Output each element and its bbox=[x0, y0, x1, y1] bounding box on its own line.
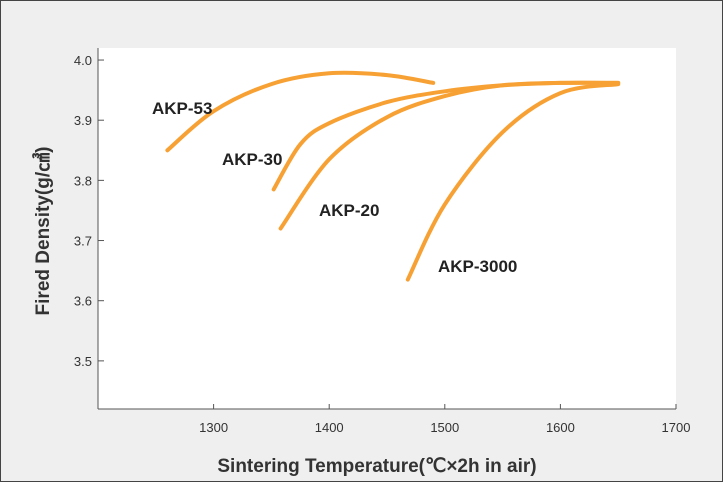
y-tick-label: 3.8 bbox=[74, 173, 92, 188]
series-label-akp-30: AKP-30 bbox=[222, 150, 282, 169]
y-ticks: 3.5 3.6 3.7 3.8 3.9 4.0 bbox=[74, 53, 104, 369]
x-ticks: 1300 1400 1500 1600 1700 bbox=[199, 404, 690, 435]
series-line-akp-3000 bbox=[405, 82, 621, 282]
plot-area bbox=[98, 48, 676, 409]
y-axis-title: Fired Density(g/㎤) bbox=[31, 147, 54, 316]
x-tick-label: 1700 bbox=[662, 420, 691, 435]
series-label-akp-20: AKP-20 bbox=[319, 201, 379, 220]
y-tick-label: 3.7 bbox=[74, 234, 92, 249]
x-axis-title: Sintering Temperature(℃×2h in air) bbox=[217, 456, 536, 477]
x-tick-label: 1300 bbox=[199, 420, 228, 435]
y-tick-label: 3.6 bbox=[74, 294, 92, 309]
series-line-akp-20 bbox=[278, 80, 621, 231]
series-label-akp-3000: AKP-3000 bbox=[438, 257, 517, 276]
y-tick-label: 4.0 bbox=[74, 53, 92, 68]
y-tick-label: 3.9 bbox=[74, 113, 92, 128]
series-label-akp-53: AKP-53 bbox=[152, 99, 212, 118]
y-tick-label: 3.5 bbox=[74, 354, 92, 369]
x-tick-label: 1500 bbox=[430, 420, 459, 435]
x-tick-label: 1400 bbox=[315, 420, 344, 435]
series-curves bbox=[165, 70, 621, 282]
x-tick-label: 1600 bbox=[546, 420, 575, 435]
series-line-akp-53 bbox=[165, 70, 436, 153]
